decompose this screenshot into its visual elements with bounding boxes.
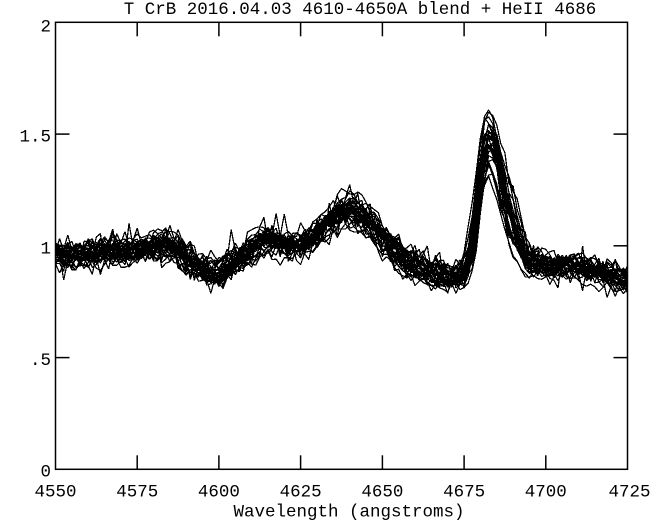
svg-text:4650: 4650 (361, 482, 403, 502)
svg-text:.5: .5 (30, 351, 51, 371)
svg-text:4625: 4625 (280, 482, 322, 502)
svg-text:1: 1 (40, 239, 51, 259)
svg-text:Wavelength (angstroms): Wavelength (angstroms) (233, 503, 464, 523)
svg-text:4575: 4575 (116, 482, 158, 502)
svg-text:4725: 4725 (608, 482, 650, 502)
svg-text:4700: 4700 (525, 482, 567, 502)
svg-text:0: 0 (40, 463, 51, 483)
svg-text:4550: 4550 (34, 482, 76, 502)
svg-text:T CrB 2016.04.03 4610-4650A bl: T CrB 2016.04.03 4610-4650A blend + HeII… (124, 0, 597, 20)
svg-text:2: 2 (40, 18, 51, 38)
svg-text:1.5: 1.5 (19, 128, 51, 148)
svg-text:4600: 4600 (198, 482, 240, 502)
svg-text:4675: 4675 (443, 482, 485, 502)
